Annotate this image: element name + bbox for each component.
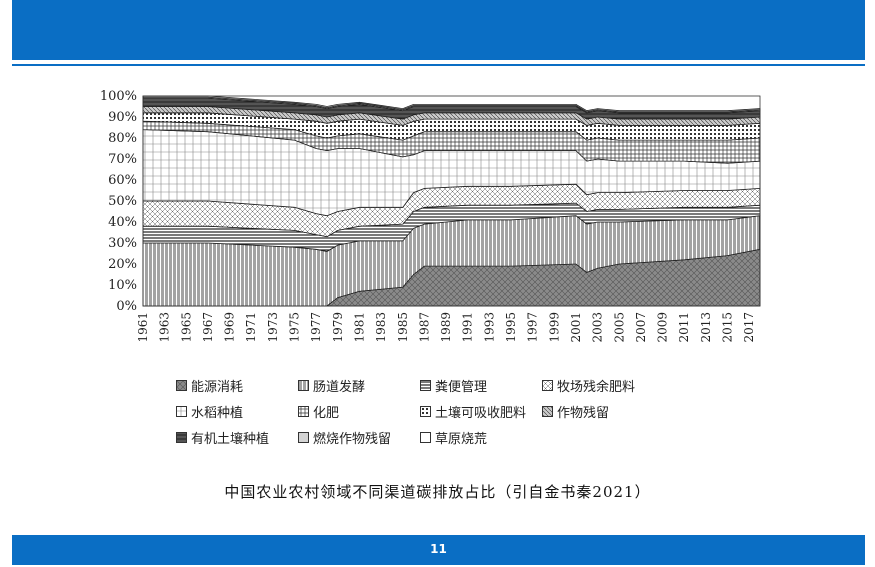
x-tick-label: 2001 — [569, 312, 583, 343]
x-tick-label: 1999 — [547, 312, 561, 343]
x-tick-label: 1995 — [504, 312, 518, 343]
legend-item: 燃烧作物残留 — [298, 428, 420, 447]
x-tick-label: 1977 — [309, 312, 323, 343]
x-tick-label: 1969 — [223, 312, 237, 343]
x-tick-label: 1973 — [266, 312, 280, 343]
legend-label: 有机土壤种植 — [191, 431, 270, 447]
legend-label: 牧场残余肥料 — [557, 379, 636, 395]
plot-frame — [142, 95, 761, 307]
x-tick-label: 1989 — [439, 312, 453, 343]
x-tick-label: 1965 — [179, 312, 193, 343]
footer-band: 11 — [12, 535, 865, 565]
y-tick-label: 50% — [108, 194, 137, 209]
header-band — [12, 0, 865, 60]
legend-label: 草原烧荒 — [435, 431, 488, 447]
legend-item: 草原烧荒 — [420, 428, 542, 447]
y-tick-label: 100% — [100, 89, 137, 104]
x-tick-label: 1979 — [331, 312, 345, 343]
legend-item: 化肥 — [298, 402, 420, 421]
legend-item: 水稻种植 — [176, 402, 298, 421]
x-tick-label: 1971 — [244, 312, 258, 343]
y-tick-label: 70% — [108, 152, 137, 167]
x-tick-label: 2005 — [612, 312, 626, 343]
x-tick-label: 1975 — [288, 312, 302, 343]
legend-label: 作物残留 — [557, 405, 610, 421]
stacked-area-chart: 0% 10% 20% 30% 40% 50% 60% 70% 80% 90% 100% 1961 19… — [100, 89, 761, 343]
legend-swatch — [176, 405, 187, 417]
y-tick-label: 40% — [108, 215, 137, 230]
legend-swatch — [298, 379, 309, 391]
x-tick-label: 1983 — [374, 312, 388, 343]
legend-swatch — [542, 379, 553, 391]
legend-swatch — [176, 379, 187, 391]
legend-swatch — [298, 431, 309, 443]
legend-item: 土壤可吸收肥料 — [420, 402, 542, 421]
x-tick-label: 1985 — [396, 312, 410, 343]
y-tick-label: 0% — [116, 299, 137, 314]
legend-item: 肠道发酵 — [298, 376, 420, 395]
legend-row: 水稻种植 化肥 土壤可吸收肥料 作物残留 — [176, 398, 716, 424]
figure-caption: 中国农业农村领域不同渠道碳排放占比（引自金书秦2021） — [224, 483, 651, 501]
legend-label: 能源消耗 — [191, 379, 244, 395]
y-tick-label: 30% — [108, 236, 137, 251]
x-tick-label: 1987 — [417, 312, 431, 343]
legend-row: 有机土壤种植 燃烧作物残留 草原烧荒 — [176, 424, 716, 450]
x-tick-label: 2017 — [742, 312, 756, 343]
legend-label: 粪便管理 — [435, 379, 488, 395]
legend-item: 作物残留 — [542, 402, 702, 421]
x-tick-label: 2007 — [634, 312, 648, 343]
legend-label: 燃烧作物残留 — [313, 431, 392, 447]
header-rule — [12, 64, 865, 66]
x-tick-label: 1967 — [201, 312, 215, 343]
x-tick-label: 1963 — [158, 312, 172, 343]
y-tick-label: 60% — [108, 173, 137, 188]
legend-label: 肠道发酵 — [313, 379, 366, 395]
x-tick-label: 2009 — [656, 312, 670, 343]
y-tick-label: 20% — [108, 257, 137, 272]
x-tick-label: 1961 — [136, 312, 150, 343]
x-tick-label: 1991 — [461, 312, 475, 343]
chart-legend: 能源消耗 肠道发酵 粪便管理 牧场残余肥料水稻种植 化肥 土壤可吸收肥料 作物残留有机土壤种… — [176, 372, 716, 450]
y-tick-label: 80% — [108, 131, 137, 146]
legend-item: 粪便管理 — [420, 376, 542, 395]
legend-item: 有机土壤种植 — [176, 428, 298, 447]
legend-swatch — [420, 431, 431, 443]
y-tick-label: 10% — [108, 278, 137, 293]
x-tick-label: 2015 — [721, 312, 735, 343]
y-tick-label: 90% — [108, 110, 137, 125]
legend-row: 能源消耗 肠道发酵 粪便管理 牧场残余肥料 — [176, 372, 716, 398]
legend-item: 能源消耗 — [176, 376, 298, 395]
x-tick-label: 2003 — [591, 312, 605, 343]
legend-item: 牧场残余肥料 — [542, 376, 702, 395]
x-tick-label: 1997 — [526, 312, 540, 343]
legend-swatch — [542, 405, 553, 417]
x-tick-label: 1993 — [482, 312, 496, 343]
legend-label: 化肥 — [313, 405, 340, 421]
legend-swatch — [298, 405, 309, 417]
x-tick-label: 1981 — [353, 312, 367, 343]
x-tick-label: 2013 — [699, 312, 713, 343]
x-tick-label: 2011 — [677, 312, 691, 343]
page-number: 11 — [430, 542, 447, 556]
legend-label: 水稻种植 — [191, 405, 244, 421]
legend-swatch — [420, 379, 431, 391]
legend-label: 土壤可吸收肥料 — [435, 405, 527, 421]
legend-swatch — [176, 431, 187, 443]
legend-swatch — [420, 405, 431, 417]
